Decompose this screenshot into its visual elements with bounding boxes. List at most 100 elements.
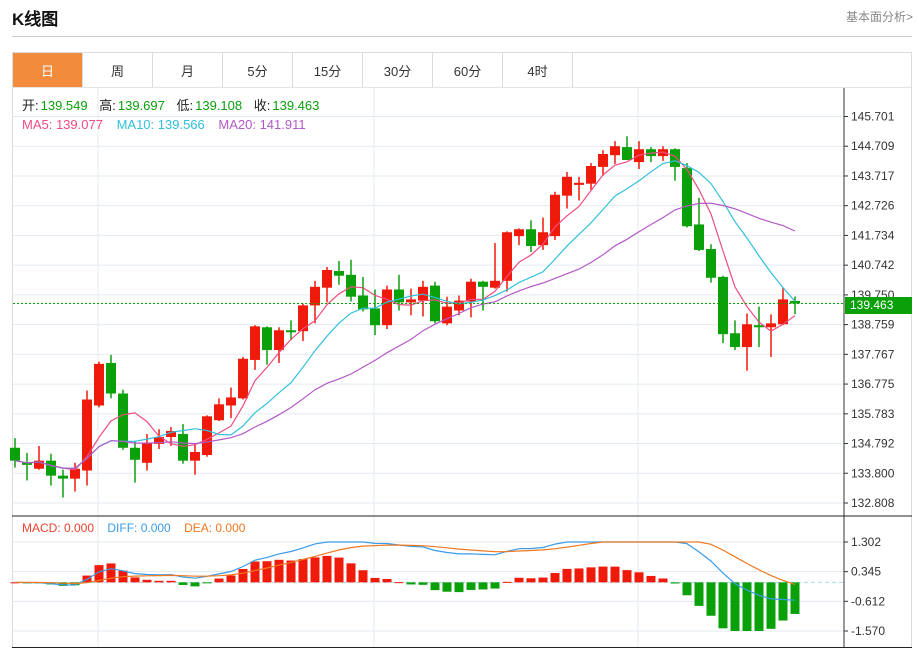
candle-body [118,393,128,448]
candle [22,452,32,481]
price-tick-label: 133.800 [851,466,895,480]
candle [130,440,140,483]
macd-histogram-bar [202,582,212,584]
price-tick-label: 144.709 [851,139,895,153]
candle [718,275,728,344]
candle [598,150,608,176]
current-price-tag: 139.463 [845,297,912,314]
macd-histogram-bar [718,582,728,629]
tab-60min[interactable]: 60分 [433,53,503,87]
candle [190,442,200,475]
candle [526,220,536,253]
macd-histogram-bar [154,580,164,583]
macd-histogram-bar [382,578,392,583]
candle [310,280,320,324]
candle [754,306,764,348]
candle-body [322,270,332,288]
candle-body [214,404,224,421]
candle [202,415,212,457]
open-label: 开: [22,98,39,113]
macd-histogram-bar [514,577,524,583]
price-tick-label: 141.734 [851,228,895,242]
candle-body [562,176,572,196]
candle [682,162,692,228]
candle-body [694,224,704,250]
candle [694,197,704,252]
diff-line [14,541,796,601]
page-title: K线图 [12,10,59,29]
candle-body [154,436,164,444]
tab-week[interactable]: 周 [83,53,153,87]
candle-body [370,308,380,326]
macd-histogram-bar [598,566,608,583]
candle-body [334,270,344,276]
candle [742,313,752,371]
candle [238,356,248,400]
candle-body [622,147,632,160]
fundamental-analysis-link[interactable]: 基本面分析> [845,10,913,24]
tab-day[interactable]: 日 [13,53,83,87]
candle [514,228,524,246]
candle-body [754,325,764,328]
macd-histogram-bar [526,578,536,583]
macd-histogram-bar [214,578,224,583]
candle [382,285,392,330]
candle-body [718,276,728,335]
candle-body [394,289,404,303]
price-tick-label: 138.759 [851,318,895,332]
candle [622,136,632,160]
tab-30min[interactable]: 30分 [363,53,433,87]
high-label: 高: [99,98,116,113]
ma20-line [14,202,796,469]
candle-body [454,300,464,311]
ma5-value: MA5: 139.077 [22,117,103,132]
candle [790,296,800,315]
candle [358,276,368,312]
candle-body [670,149,680,167]
candle-body [490,280,500,288]
macd-histogram-bar [94,565,104,583]
candle-body [262,327,272,351]
macd-histogram-bar [742,582,752,631]
candle [778,287,788,326]
candle-body [514,229,524,237]
candle [154,429,164,449]
macd-histogram-bar [286,560,296,583]
macd-histogram-bar [550,573,560,583]
candle [670,148,680,181]
candle [70,462,80,492]
macd-histogram-bar [670,582,680,584]
price-tick-label: 135.783 [851,407,895,421]
candle-body [550,194,560,237]
macd-histogram-bar [442,582,452,592]
price-tick-label: 137.767 [851,347,895,361]
candle [646,147,656,163]
candle-body [130,447,140,460]
tab-5min[interactable]: 5分 [223,53,293,87]
macd-histogram-bar [754,582,764,631]
macd-histogram-bar [562,568,572,583]
tab-month[interactable]: 月 [153,53,223,87]
tab-4hour[interactable]: 4时 [503,53,573,87]
candle-body [538,232,548,246]
macd-histogram-bar [250,561,260,583]
candle [550,191,560,241]
macd-histogram-bar [406,582,416,585]
macd-histogram-bar [694,582,704,606]
candle [250,325,260,370]
macd-histogram-bar [274,559,284,583]
candle [10,438,20,468]
candle-body [442,306,452,324]
ma10-line [14,160,796,469]
candle [454,295,464,316]
macd-histogram-bar [478,582,488,590]
macd-histogram-bar [130,577,140,583]
candle-body [706,249,716,278]
macd-histogram-bar [622,570,632,583]
price-tick-label: 142.726 [851,199,895,213]
candle-body [250,326,260,360]
candle [562,171,572,209]
tab-15min[interactable]: 15分 [293,53,363,87]
macd-tick-label: 0.345 [851,565,881,579]
